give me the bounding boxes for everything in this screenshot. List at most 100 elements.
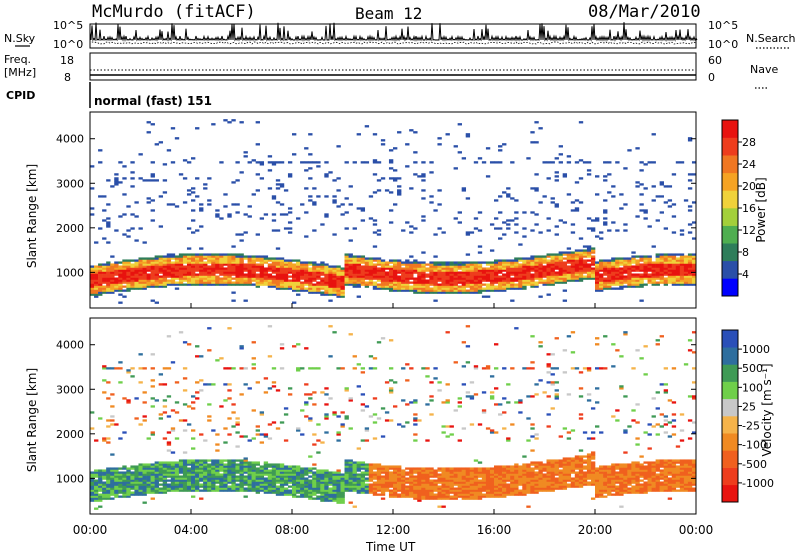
heatmap-cell <box>247 489 252 492</box>
heatmap-cell <box>413 481 418 484</box>
heatmap-cell <box>178 461 184 464</box>
heatmap-cell <box>401 273 406 276</box>
heatmap-cell <box>134 477 139 480</box>
heatmap-cell <box>118 271 123 274</box>
heatmap-cell <box>239 261 244 264</box>
heatmap-cell <box>639 281 644 284</box>
heatmap-cell <box>126 287 131 290</box>
heatmap-cell <box>130 473 135 476</box>
heatmap-cell <box>182 463 188 466</box>
heatmap-cell <box>150 299 155 302</box>
heatmap-cell <box>118 287 123 290</box>
heatmap-cell <box>538 471 543 474</box>
heatmap-cell <box>546 471 551 474</box>
heatmap-cell <box>473 487 479 490</box>
heatmap-cell <box>308 497 313 500</box>
heatmap-cell <box>546 293 551 296</box>
heatmap-cell <box>502 491 507 494</box>
heatmap-cell <box>417 469 422 472</box>
heatmap-cell <box>651 185 656 188</box>
heatmap-cell <box>154 465 159 468</box>
heatmap-cell <box>182 261 188 264</box>
heatmap-cell <box>526 275 531 278</box>
heatmap-cell <box>150 275 155 278</box>
heatmap-cell <box>607 173 612 176</box>
heatmap-cell <box>481 261 487 264</box>
heatmap-cell <box>425 285 430 288</box>
heatmap-cell <box>510 265 515 268</box>
heatmap-cell <box>691 161 697 164</box>
heatmap-cell <box>368 415 374 418</box>
heatmap-cell <box>348 471 353 474</box>
heatmap-cell <box>595 287 600 290</box>
heatmap-cell <box>223 275 228 278</box>
heatmap-cell <box>90 493 95 496</box>
heatmap-cell <box>271 267 277 270</box>
heatmap-cell <box>308 493 313 496</box>
heatmap-cell <box>279 463 285 466</box>
heatmap-cell <box>142 473 147 476</box>
heatmap-cell <box>607 269 612 272</box>
heatmap-cell <box>534 487 539 490</box>
heatmap-cell <box>494 261 499 264</box>
heatmap-cell <box>401 473 406 476</box>
heatmap-cell <box>255 255 260 258</box>
heatmap-cell <box>498 195 503 198</box>
heatmap-cell <box>477 489 483 492</box>
heatmap-cell <box>114 263 119 266</box>
nsearch-tick-high: 10^5 <box>708 19 738 32</box>
heatmap-cell <box>275 161 281 164</box>
heatmap-cell <box>413 423 418 426</box>
heatmap-cell <box>158 477 164 480</box>
heatmap-cell <box>417 419 422 422</box>
heatmap-cell <box>328 285 333 288</box>
heatmap-cell <box>114 173 119 176</box>
heatmap-cell <box>263 267 269 270</box>
heatmap-cell <box>223 479 228 482</box>
heatmap-cell <box>502 261 507 264</box>
heatmap-cell <box>667 261 673 264</box>
heatmap-cell <box>174 483 180 486</box>
heatmap-cell <box>94 267 99 270</box>
heatmap-cell <box>372 267 378 270</box>
heatmap-cell <box>215 215 220 218</box>
heatmap-cell <box>348 469 353 472</box>
heatmap-cell <box>514 277 519 280</box>
heatmap-cell <box>687 283 693 286</box>
heatmap-cell <box>227 433 232 436</box>
heatmap-cell <box>675 283 681 286</box>
heatmap-cell <box>376 269 382 272</box>
heatmap-cell <box>502 283 507 286</box>
heatmap-cell <box>215 473 220 476</box>
heatmap-cell <box>409 483 414 486</box>
heatmap-cell <box>586 251 592 254</box>
heatmap-cell <box>635 147 640 150</box>
heatmap-cell <box>207 483 212 486</box>
heatmap-cell <box>502 269 507 272</box>
heatmap-cell <box>231 485 236 488</box>
heatmap-cell <box>239 263 244 266</box>
heatmap-cell <box>146 283 151 286</box>
heatmap-cell <box>195 397 200 400</box>
heatmap-cell <box>518 269 523 272</box>
heatmap-cell <box>259 483 265 486</box>
heatmap-cell <box>380 493 386 496</box>
heatmap-cell <box>457 495 462 498</box>
heatmap-cell <box>558 257 563 260</box>
heatmap-cell <box>275 201 281 204</box>
heatmap-cell <box>292 485 297 488</box>
heatmap-cell <box>542 161 547 164</box>
heatmap-cell <box>344 459 349 462</box>
heatmap-cell <box>558 281 563 284</box>
heatmap-cell <box>328 283 333 286</box>
heatmap-cell <box>191 459 196 462</box>
heatmap-cell <box>316 267 321 270</box>
heatmap-cell <box>364 477 370 480</box>
heatmap-cell <box>259 161 265 164</box>
heatmap-cell <box>380 139 386 142</box>
heatmap-cell <box>154 261 159 264</box>
heatmap-cell <box>255 285 260 288</box>
heatmap-cell <box>372 489 378 492</box>
heatmap-cell <box>146 469 151 472</box>
heatmap-cell <box>106 289 111 292</box>
